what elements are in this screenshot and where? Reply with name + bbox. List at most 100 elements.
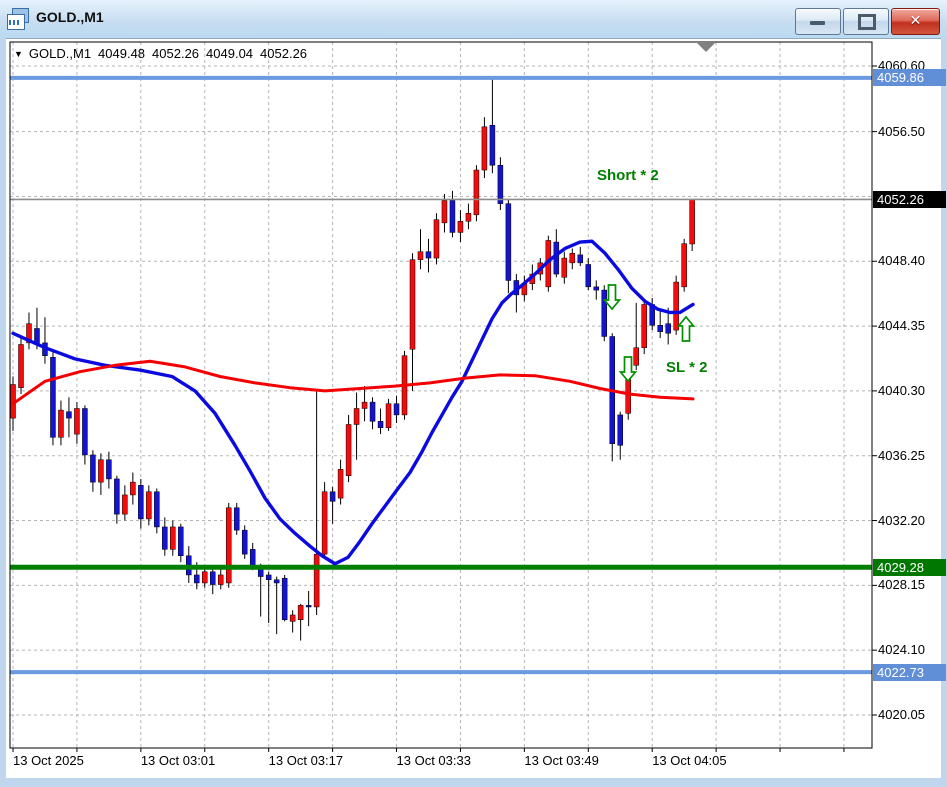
plot-layers xyxy=(10,42,872,748)
bear-candle xyxy=(154,491,160,528)
collapse-arrow-icon[interactable]: ▼ xyxy=(14,49,23,59)
grid xyxy=(10,42,872,748)
time-tick-label: 13 Oct 03:01 xyxy=(140,753,216,768)
bull-candle xyxy=(673,281,679,331)
bull-candle xyxy=(361,401,368,409)
bear-candle xyxy=(233,507,240,531)
bear-candle xyxy=(90,454,96,483)
bear-candle xyxy=(194,574,200,584)
time-tick-label: 13 Oct 03:17 xyxy=(268,753,344,768)
bear-candle xyxy=(369,401,376,422)
bear-candle xyxy=(249,549,256,566)
bear-candle xyxy=(281,577,288,621)
bull-candle xyxy=(58,409,64,438)
window-title: GOLD.,M1 xyxy=(36,9,104,25)
minimize-button[interactable] xyxy=(795,8,841,35)
ohlc-close: 4052.26 xyxy=(260,46,308,61)
ohlc-low: 4049.04 xyxy=(206,46,254,61)
sell-arrow-icon[interactable] xyxy=(618,356,638,383)
price-tick-label: 4040.30 xyxy=(878,382,925,398)
bear-candle xyxy=(273,579,280,584)
bear-candle xyxy=(665,323,671,334)
bull-candle xyxy=(473,169,480,216)
bear-candle xyxy=(241,529,248,555)
minimize-icon xyxy=(810,21,825,25)
ohlc-open: 4049.48 xyxy=(98,46,146,61)
bull-candle xyxy=(321,491,328,555)
bull-candle xyxy=(481,126,488,171)
close-button[interactable]: ✕ xyxy=(891,8,940,35)
price-tick-label: 4060.60 xyxy=(878,58,925,73)
maximize-button[interactable] xyxy=(843,8,889,35)
bear-candle xyxy=(593,286,600,291)
bear-candle xyxy=(66,411,72,419)
bull-candle xyxy=(130,481,136,496)
bull-candle xyxy=(337,469,344,499)
time-tick-label: 13 Oct 03:49 xyxy=(524,753,599,768)
bull-candle xyxy=(18,344,24,388)
short-trade-label: Short * 2 xyxy=(597,167,659,184)
bull-candle xyxy=(225,507,232,584)
bear-candle xyxy=(585,264,592,288)
buy-arrow-icon[interactable] xyxy=(676,315,696,342)
bear-candle xyxy=(82,408,88,456)
bear-candle xyxy=(449,200,456,233)
bear-candle xyxy=(577,254,584,264)
bull-candle xyxy=(26,323,32,344)
axis-ticks xyxy=(12,65,877,752)
bull-candle xyxy=(385,403,392,428)
bull-candle xyxy=(217,574,224,585)
stoploss-label: SL * 2 xyxy=(666,359,708,376)
bull-candle xyxy=(689,199,695,245)
plot-border xyxy=(9,41,873,749)
bear-candle xyxy=(305,605,312,608)
bear-candle xyxy=(178,526,184,557)
title-bar[interactable]: GOLD.,M1 ✕ xyxy=(0,0,947,38)
candles xyxy=(10,77,695,641)
price-tick-label: 4024.10 xyxy=(878,642,925,658)
price-tick-label: 4036.25 xyxy=(878,447,925,463)
chart-window-icon xyxy=(7,8,31,30)
level-price-label: 4059.86 xyxy=(873,69,946,87)
price-tick-label: 4044.35 xyxy=(878,318,925,334)
bull-candle xyxy=(98,459,104,483)
bull-candle xyxy=(641,304,647,348)
bull-candle xyxy=(561,257,568,278)
sell-arrow-icon[interactable] xyxy=(602,284,622,311)
price-tick-label: 4056.50 xyxy=(878,123,925,139)
bear-candle xyxy=(265,574,272,581)
bear-candle xyxy=(425,251,432,259)
maximize-icon xyxy=(858,14,876,30)
bull-candle xyxy=(313,553,320,608)
time-tick-label: 13 Oct 03:33 xyxy=(396,753,471,768)
bull-candle xyxy=(353,408,360,425)
price-tick-label: 4048.40 xyxy=(878,253,925,269)
bear-candle xyxy=(505,203,512,281)
bull-candle xyxy=(409,259,416,350)
bull-candle xyxy=(433,219,440,259)
bull-candle xyxy=(170,526,176,550)
bear-candle xyxy=(617,414,623,446)
bull-candle xyxy=(457,220,464,233)
bull-candle xyxy=(122,494,128,515)
bear-candle xyxy=(489,124,496,166)
chart-shift-marker[interactable] xyxy=(697,43,715,52)
time-tick-label: 13 Oct 04:05 xyxy=(652,753,727,768)
bull-candle xyxy=(297,605,304,621)
bear-candle xyxy=(377,421,384,428)
bid-price-label: 4052.26 xyxy=(873,190,946,208)
bull-candle xyxy=(633,347,639,366)
ohlc-high: 4052.26 xyxy=(152,46,200,61)
level-price-label: 4022.73 xyxy=(873,663,946,681)
bull-candle xyxy=(569,253,576,264)
price-tick-label: 4032.20 xyxy=(878,512,925,528)
symbol-ohlc-line: ▼ GOLD.,M1 4049.48 4052.26 4049.04 4052.26 xyxy=(14,46,314,61)
bull-candle xyxy=(202,571,208,584)
bull-candle xyxy=(345,424,352,476)
symbol-label: GOLD.,M1 xyxy=(28,46,92,61)
bear-candle xyxy=(106,459,112,480)
price-tick-label: 4028.15 xyxy=(878,577,925,593)
bear-candle xyxy=(393,403,400,416)
